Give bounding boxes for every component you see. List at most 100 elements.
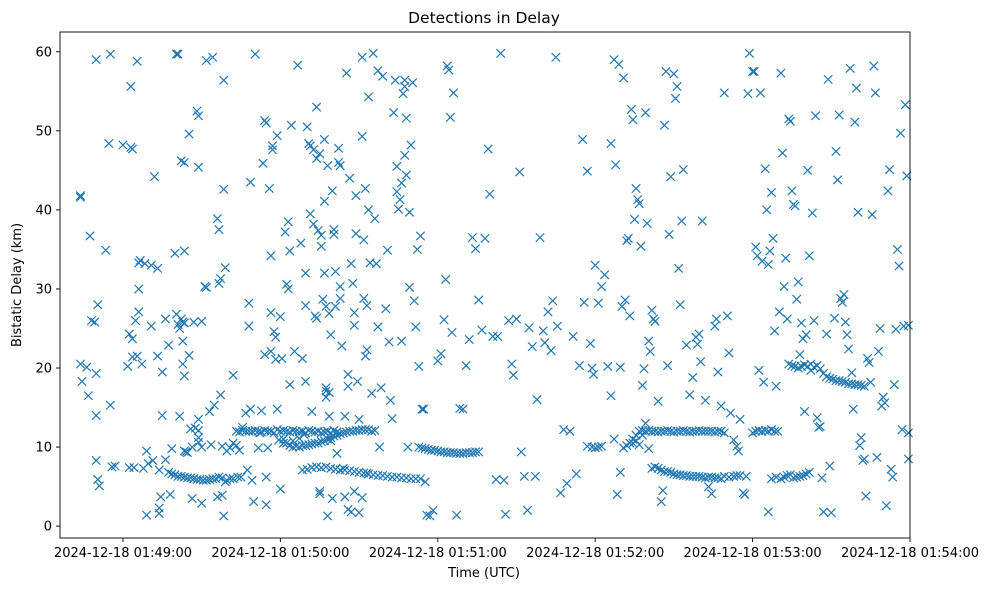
data-point-marker <box>891 324 901 334</box>
data-point-marker <box>647 305 657 315</box>
data-point-marker <box>263 443 273 453</box>
data-point-marker <box>300 376 311 387</box>
data-point-marker <box>414 442 424 452</box>
data-point-marker <box>640 108 651 118</box>
data-point-marker <box>313 225 323 236</box>
data-point-marker <box>201 282 212 292</box>
data-point-marker <box>847 368 857 378</box>
y-tick-label: 60 <box>35 45 52 60</box>
data-point-marker <box>308 145 319 155</box>
data-point-marker <box>389 108 399 118</box>
data-point-marker <box>551 52 561 62</box>
data-point-marker <box>340 492 350 502</box>
data-point-marker <box>842 330 852 340</box>
data-point-marker <box>187 493 197 504</box>
data-point-marker <box>285 246 295 256</box>
data-point-marker <box>261 118 271 128</box>
data-point-marker <box>266 251 276 261</box>
data-point-marker <box>179 246 189 256</box>
data-point-marker <box>644 336 654 346</box>
data-point-marker <box>179 318 189 328</box>
data-point-marker <box>869 61 879 71</box>
data-point-marker <box>184 350 194 360</box>
data-point-marker <box>596 441 607 451</box>
data-point-marker <box>856 432 866 443</box>
data-point-marker <box>376 383 386 393</box>
data-point-marker <box>134 307 144 317</box>
data-point-marker <box>840 377 851 387</box>
y-tick-label: 20 <box>35 362 52 377</box>
y-axis-label: Bistatic Delay (km) <box>10 223 25 347</box>
data-point-marker <box>141 446 152 456</box>
data-point-marker <box>485 189 495 199</box>
data-point-marker <box>93 300 103 310</box>
data-point-marker <box>346 259 356 269</box>
data-point-marker <box>614 59 624 70</box>
data-point-marker <box>318 294 328 304</box>
data-point-marker <box>179 157 189 168</box>
data-point-marker <box>467 232 478 243</box>
data-point-marker <box>776 68 786 78</box>
data-point-marker <box>260 349 270 360</box>
data-point-marker <box>749 66 759 77</box>
data-point-marker <box>779 472 789 482</box>
data-point-marker <box>107 462 117 472</box>
data-point-marker <box>326 330 336 340</box>
data-point-marker <box>367 426 377 436</box>
data-point-marker <box>315 489 325 499</box>
data-point-marker <box>831 146 841 157</box>
data-point-marker <box>488 331 498 342</box>
data-point-marker <box>154 465 164 475</box>
data-point-marker <box>256 406 267 416</box>
data-point-marker <box>840 317 851 327</box>
x-tick-label: 2024-12-18 01:54:00 <box>841 546 979 561</box>
data-point-marker <box>359 235 369 245</box>
data-point-marker <box>801 330 811 340</box>
data-point-marker <box>603 361 613 372</box>
data-point-marker <box>757 256 767 266</box>
data-point-marker <box>826 508 836 518</box>
data-point-marker <box>370 425 380 436</box>
data-point-marker <box>729 435 739 445</box>
data-point-marker <box>390 75 400 85</box>
data-point-marker <box>897 425 907 435</box>
data-point-marker <box>452 510 462 520</box>
data-point-marker <box>360 351 370 361</box>
data-point-marker <box>357 493 367 503</box>
data-point-marker <box>629 214 640 225</box>
data-point-marker <box>193 425 204 436</box>
data-point-marker <box>903 320 914 330</box>
data-point-marker <box>448 88 459 98</box>
data-point-marker <box>543 307 553 317</box>
data-point-marker <box>360 183 370 194</box>
data-point-marker <box>193 111 204 121</box>
data-point-marker <box>634 440 644 450</box>
data-point-marker <box>176 471 186 481</box>
data-point-marker <box>149 172 160 182</box>
data-point-marker <box>716 426 726 436</box>
data-point-marker <box>815 421 825 432</box>
data-point-marker <box>782 314 792 324</box>
data-point-marker <box>740 489 750 500</box>
data-point-marker <box>571 469 581 479</box>
data-point-marker <box>91 410 101 421</box>
data-point-marker <box>801 469 811 479</box>
data-point-marker <box>415 231 426 241</box>
data-point-marker <box>359 293 369 304</box>
data-point-marker <box>417 443 427 453</box>
data-point-marker <box>807 208 818 218</box>
data-point-marker <box>362 468 372 478</box>
data-point-marker <box>387 413 397 424</box>
data-point-marker <box>474 447 484 457</box>
data-point-marker <box>124 463 134 473</box>
data-point-marker <box>765 246 775 256</box>
data-point-marker <box>267 141 278 151</box>
data-point-marker <box>793 277 803 287</box>
data-point-marker <box>332 448 342 459</box>
data-point-marker <box>75 192 86 202</box>
data-point-marker <box>220 262 230 273</box>
data-point-marker <box>758 377 769 387</box>
data-point-marker <box>853 379 863 390</box>
data-point-marker <box>530 471 540 481</box>
data-point-marker <box>173 49 183 59</box>
